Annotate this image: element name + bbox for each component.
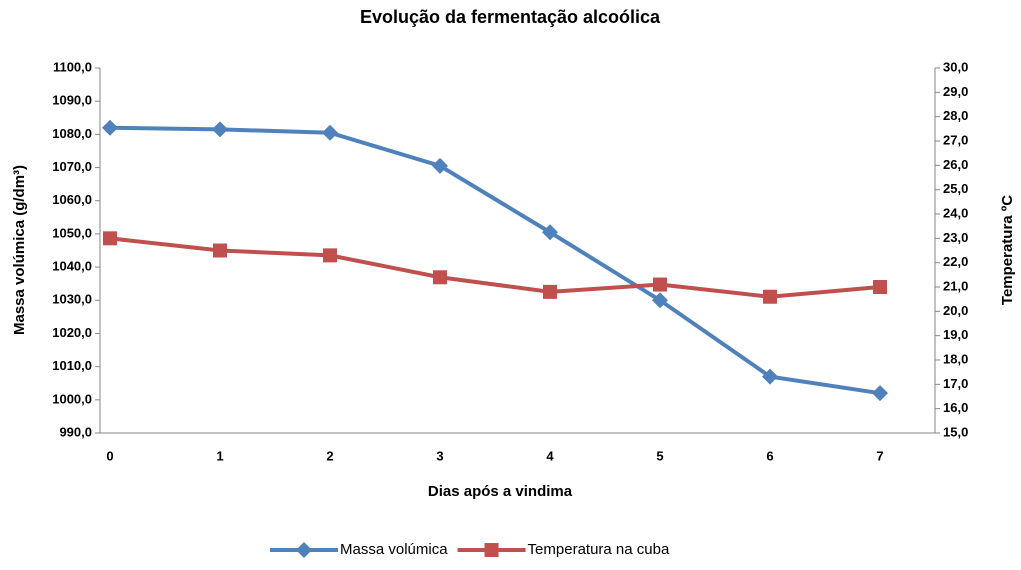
y-tick-label: 1050,0 (52, 225, 92, 240)
x-tick-label: 5 (656, 448, 663, 463)
legend-marker (296, 542, 312, 558)
x-tick-label: 4 (546, 448, 554, 463)
x-tick-label: 2 (326, 448, 333, 463)
legend-label: Temperatura na cuba (528, 541, 670, 558)
data-point (652, 292, 668, 309)
data-point (322, 124, 338, 141)
y-tick-label: 1000,0 (52, 391, 92, 406)
y-tick-label: 990,0 (59, 424, 92, 439)
y2-tick-label: 29,0 (943, 84, 968, 99)
x-tick-label: 6 (766, 448, 773, 463)
series-line (109, 236, 881, 299)
data-point (103, 231, 117, 246)
y-tick-label: 1020,0 (52, 325, 92, 340)
y2-tick-label: 20,0 (943, 303, 968, 318)
y2-tick-label: 24,0 (943, 205, 968, 220)
y-tick-label: 1060,0 (52, 192, 92, 207)
data-point (873, 280, 887, 294)
y-tick-label: 1070,0 (52, 159, 92, 174)
y-tick-label: 1100,0 (53, 59, 92, 74)
y-tick-label: 1090,0 (52, 93, 92, 108)
data-point (433, 270, 447, 285)
data-point (763, 289, 777, 304)
data-point (872, 385, 888, 402)
y-axis-title: Massa volúmica (g/dm³) (11, 165, 28, 335)
data-point (432, 157, 448, 174)
data-point (542, 224, 558, 241)
y2-tick-label: 25,0 (943, 181, 968, 196)
y2-tick-label: 19,0 (943, 327, 968, 342)
y-tick-label: 1080,0 (52, 126, 92, 141)
y2-tick-label: 28,0 (943, 108, 968, 123)
data-point (323, 248, 337, 263)
data-point (212, 121, 228, 138)
y2-tick-label: 23,0 (943, 230, 968, 245)
y2-tick-label: 18,0 (943, 351, 968, 366)
x-tick-label: 3 (436, 448, 443, 463)
x-tick-label: 7 (876, 448, 883, 463)
chart-title: Evolução da fermentação alcoólica (360, 7, 661, 27)
y2-tick-label: 15,0 (943, 424, 968, 439)
y2-tick-label: 30,0 (943, 59, 968, 74)
y-tick-label: 1040,0 (52, 259, 92, 274)
y2-tick-label: 27,0 (943, 132, 968, 147)
legend-marker (484, 543, 499, 557)
y-tick-label: 1030,0 (52, 292, 92, 307)
legend-label: Massa volúmica (340, 541, 448, 558)
x-tick-label: 0 (106, 448, 113, 463)
data-point (102, 119, 118, 136)
x-axis-title: Dias após a vindima (428, 483, 573, 500)
data-point (213, 243, 227, 258)
y2-tick-label: 17,0 (943, 376, 968, 391)
series-line (109, 125, 881, 396)
y2-axis-title: Temperatura ºC (999, 195, 1016, 305)
y2-tick-label: 21,0 (943, 278, 968, 293)
y2-tick-label: 22,0 (943, 254, 968, 269)
data-point (762, 368, 778, 385)
y2-tick-label: 16,0 (943, 400, 968, 415)
y-tick-label: 1010,0 (52, 358, 92, 373)
y2-tick-label: 26,0 (943, 157, 968, 172)
data-point (653, 277, 667, 292)
data-point (543, 284, 557, 299)
x-tick-label: 1 (216, 448, 223, 463)
